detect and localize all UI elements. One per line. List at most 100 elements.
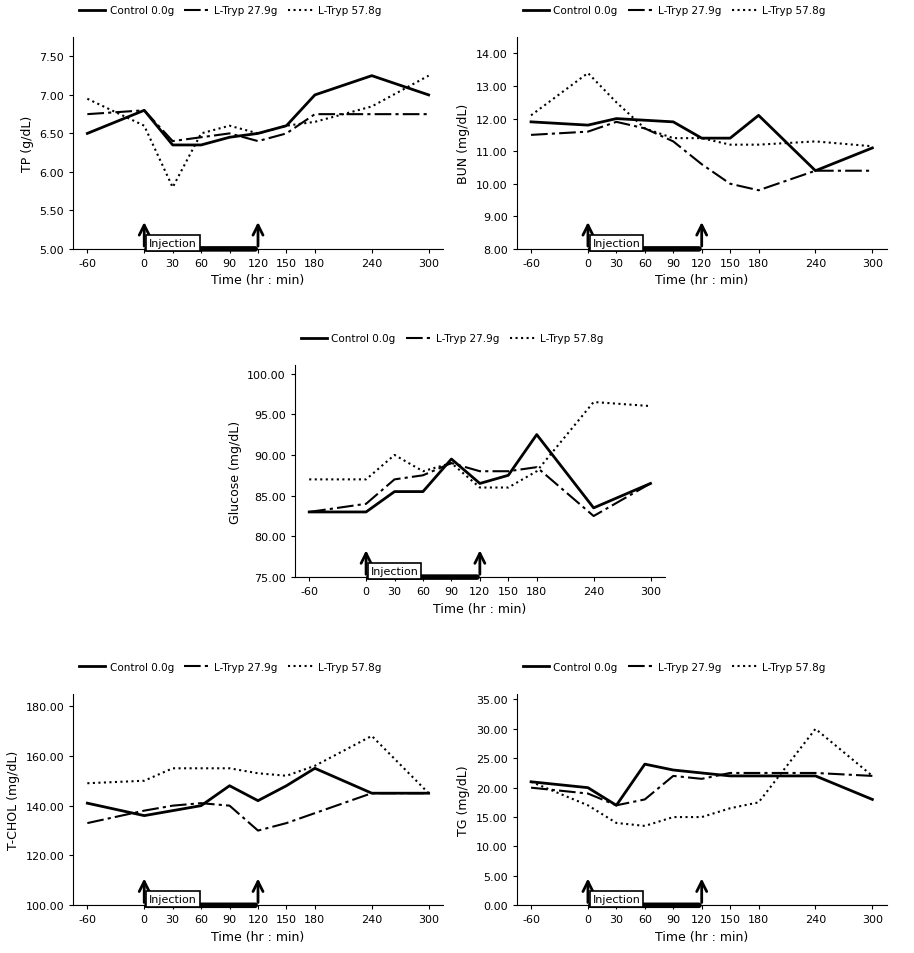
Text: Injection: Injection — [149, 238, 197, 249]
L-Tryp 27.9g — [611, 800, 622, 811]
L-Tryp 27.9g — [531, 462, 542, 474]
L-Tryp 27.9g — [582, 788, 593, 800]
L-Tryp 27.9g — [196, 798, 207, 809]
L-Tryp 57.8g — [82, 778, 93, 789]
L-Tryp 27.9g — [725, 767, 736, 779]
Control 0.0g — [531, 430, 542, 441]
Control 0.0g — [645, 478, 656, 490]
Control 0.0g — [367, 787, 377, 799]
Control 0.0g — [196, 140, 207, 152]
L-Tryp 27.9g — [367, 787, 377, 799]
Line: L-Tryp 57.8g: L-Tryp 57.8g — [88, 76, 429, 188]
L-Tryp 57.8g — [503, 482, 514, 494]
Y-axis label: T-CHOL (mg/dL): T-CHOL (mg/dL) — [6, 750, 20, 849]
L-Tryp 27.9g — [753, 767, 764, 779]
L-Tryp 57.8g — [196, 762, 207, 774]
Control 0.0g — [252, 129, 263, 140]
Line: Control 0.0g: Control 0.0g — [531, 116, 872, 172]
L-Tryp 57.8g — [639, 124, 650, 135]
L-Tryp 27.9g — [725, 179, 736, 191]
L-Tryp 57.8g — [310, 760, 321, 772]
L-Tryp 57.8g — [196, 129, 207, 140]
Line: Control 0.0g: Control 0.0g — [531, 764, 872, 805]
L-Tryp 27.9g — [611, 117, 622, 129]
Line: Control 0.0g: Control 0.0g — [309, 436, 651, 513]
Control 0.0g — [423, 787, 434, 799]
Text: Injection: Injection — [371, 566, 419, 577]
L-Tryp 27.9g — [252, 825, 263, 837]
L-Tryp 57.8g — [696, 133, 707, 145]
L-Tryp 27.9g — [639, 794, 650, 805]
L-Tryp 27.9g — [303, 507, 314, 518]
L-Tryp 27.9g — [418, 470, 429, 481]
L-Tryp 27.9g — [753, 185, 764, 196]
Line: L-Tryp 27.9g: L-Tryp 27.9g — [88, 112, 429, 142]
L-Tryp 27.9g — [582, 127, 593, 138]
L-Tryp 27.9g — [446, 457, 457, 469]
L-Tryp 27.9g — [668, 770, 679, 781]
L-Tryp 57.8g — [389, 450, 400, 461]
L-Tryp 57.8g — [668, 812, 679, 823]
Control 0.0g — [418, 486, 429, 497]
L-Tryp 27.9g — [224, 801, 235, 812]
L-Tryp 57.8g — [423, 71, 434, 82]
L-Tryp 27.9g — [310, 110, 321, 121]
L-Tryp 27.9g — [281, 129, 292, 140]
L-Tryp 57.8g — [310, 117, 321, 129]
Y-axis label: TG (mg/dL): TG (mg/dL) — [458, 764, 471, 835]
L-Tryp 27.9g — [367, 110, 377, 121]
L-Tryp 57.8g — [696, 812, 707, 823]
Control 0.0g — [139, 810, 150, 821]
L-Tryp 57.8g — [611, 97, 622, 109]
Line: L-Tryp 57.8g: L-Tryp 57.8g — [531, 74, 872, 147]
Control 0.0g — [866, 143, 877, 154]
X-axis label: Time (hr : min): Time (hr : min) — [211, 930, 304, 943]
L-Tryp 27.9g — [668, 136, 679, 148]
Line: Control 0.0g: Control 0.0g — [88, 76, 429, 146]
Control 0.0g — [611, 800, 622, 811]
L-Tryp 27.9g — [639, 124, 650, 135]
X-axis label: Time (hr : min): Time (hr : min) — [655, 274, 749, 287]
Text: Injection: Injection — [592, 894, 641, 904]
L-Tryp 27.9g — [810, 166, 821, 177]
L-Tryp 57.8g — [167, 182, 178, 193]
Control 0.0g — [224, 781, 235, 792]
L-Tryp 57.8g — [753, 797, 764, 808]
Control 0.0g — [753, 111, 764, 122]
Control 0.0g — [252, 795, 263, 806]
L-Tryp 27.9g — [526, 782, 537, 794]
L-Tryp 57.8g — [281, 770, 292, 781]
L-Tryp 57.8g — [725, 140, 736, 152]
L-Tryp 57.8g — [531, 466, 542, 477]
Y-axis label: TP (g/dL): TP (g/dL) — [21, 115, 34, 172]
Line: L-Tryp 27.9g: L-Tryp 27.9g — [309, 463, 651, 517]
L-Tryp 27.9g — [224, 129, 235, 140]
Line: L-Tryp 57.8g: L-Tryp 57.8g — [309, 402, 651, 488]
Control 0.0g — [588, 502, 599, 514]
Legend: Control 0.0g, L-Tryp 27.9g, L-Tryp 57.8g: Control 0.0g, L-Tryp 27.9g, L-Tryp 57.8g — [522, 661, 826, 673]
L-Tryp 57.8g — [367, 102, 377, 113]
Control 0.0g — [167, 805, 178, 817]
L-Tryp 27.9g — [696, 159, 707, 171]
Legend: Control 0.0g, L-Tryp 27.9g, L-Tryp 57.8g: Control 0.0g, L-Tryp 27.9g, L-Tryp 57.8g — [79, 6, 383, 17]
Control 0.0g — [474, 478, 485, 490]
Line: L-Tryp 57.8g: L-Tryp 57.8g — [88, 736, 429, 793]
Control 0.0g — [611, 113, 622, 125]
L-Tryp 27.9g — [645, 478, 656, 490]
Line: L-Tryp 27.9g: L-Tryp 27.9g — [531, 123, 872, 191]
X-axis label: Time (hr : min): Time (hr : min) — [211, 274, 304, 287]
Legend: Control 0.0g, L-Tryp 27.9g, L-Tryp 57.8g: Control 0.0g, L-Tryp 27.9g, L-Tryp 57.8g — [522, 6, 826, 17]
L-Tryp 57.8g — [167, 762, 178, 774]
Control 0.0g — [639, 115, 650, 127]
L-Tryp 27.9g — [810, 767, 821, 779]
L-Tryp 27.9g — [503, 466, 514, 477]
L-Tryp 27.9g — [167, 801, 178, 812]
L-Tryp 57.8g — [474, 482, 485, 494]
L-Tryp 57.8g — [810, 136, 821, 148]
Control 0.0g — [810, 770, 821, 781]
L-Tryp 27.9g — [139, 805, 150, 817]
L-Tryp 27.9g — [474, 466, 485, 477]
L-Tryp 57.8g — [645, 401, 656, 413]
Control 0.0g — [446, 454, 457, 465]
Y-axis label: BUN (mg/dL): BUN (mg/dL) — [458, 104, 471, 184]
